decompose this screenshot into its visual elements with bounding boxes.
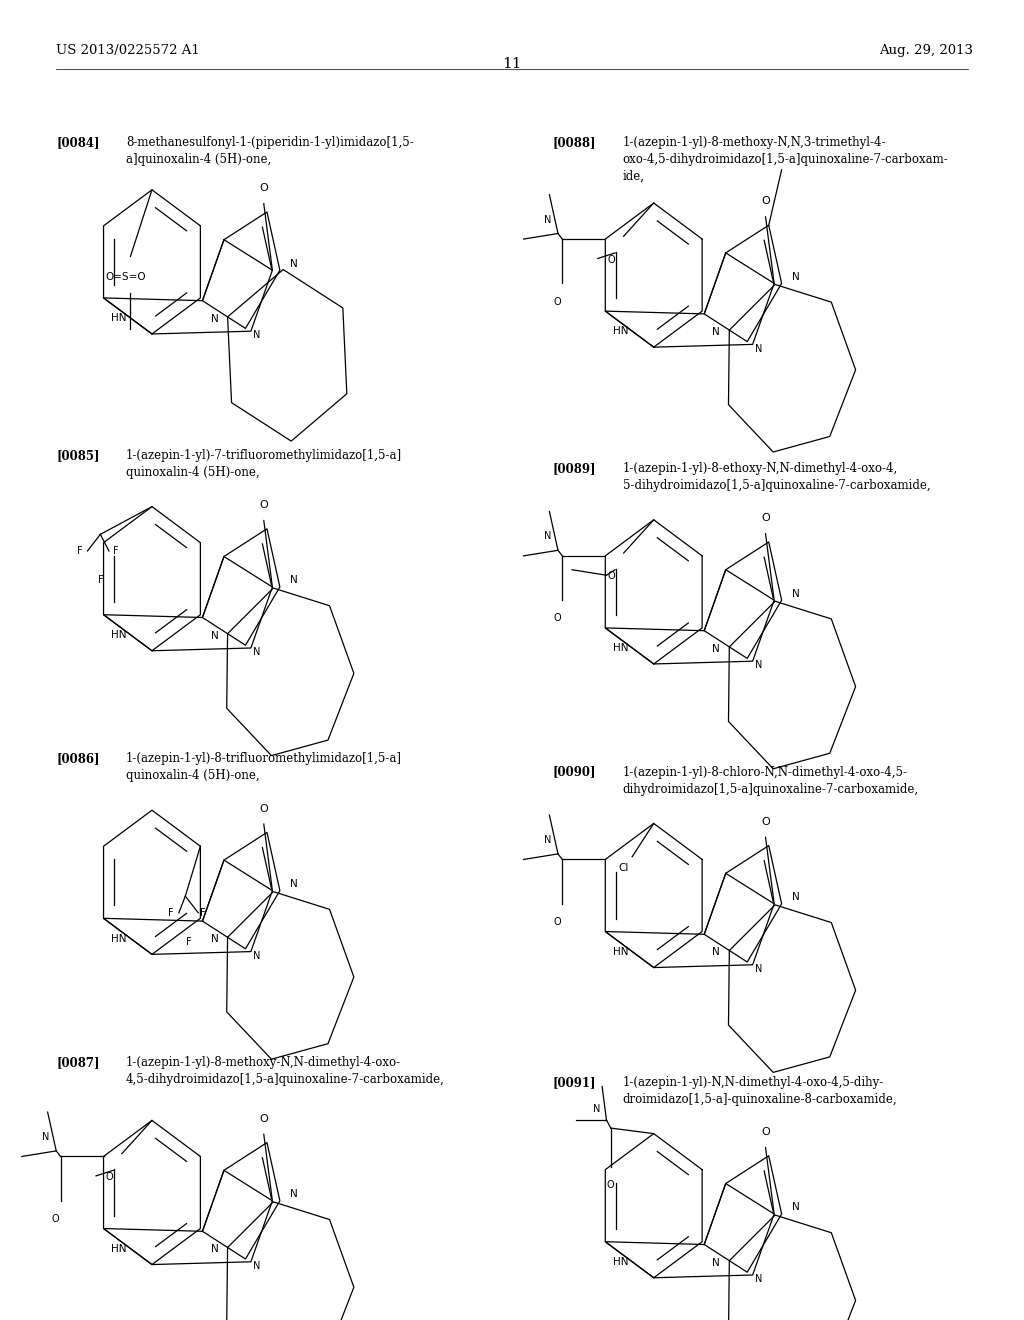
Text: F: F [114, 546, 119, 556]
Text: 1-(azepin-1-yl)-8-methoxy-N,N-dimethyl-4-oxo-
4,5-dihydroimidazo[1,5-a]quinoxali: 1-(azepin-1-yl)-8-methoxy-N,N-dimethyl-4… [126, 1056, 444, 1086]
Text: 11: 11 [502, 57, 522, 71]
Text: [0088]: [0088] [553, 136, 596, 149]
Text: O: O [761, 513, 770, 523]
Text: N: N [211, 935, 218, 944]
Text: O: O [105, 1172, 114, 1181]
Text: [0090]: [0090] [553, 766, 596, 779]
Text: HN: HN [612, 326, 628, 337]
Text: [0085]: [0085] [56, 449, 99, 462]
Text: HN: HN [612, 946, 628, 957]
Text: N: N [211, 314, 218, 323]
Text: 1-(azepin-1-yl)-8-methoxy-N,N,3-trimethyl-4-
oxo-4,5-dihydroimidazo[1,5-a]quinox: 1-(azepin-1-yl)-8-methoxy-N,N,3-trimethy… [623, 136, 948, 183]
Text: N: N [290, 879, 298, 888]
Text: HN: HN [111, 313, 126, 323]
Text: [0086]: [0086] [56, 752, 99, 766]
Text: F: F [97, 574, 103, 585]
Text: 1-(azepin-1-yl)-8-ethoxy-N,N-dimethyl-4-oxo-4,
5-dihydroimidazo[1,5-a]quinoxalin: 1-(azepin-1-yl)-8-ethoxy-N,N-dimethyl-4-… [623, 462, 930, 492]
Text: N: N [713, 948, 720, 957]
Text: F: F [201, 908, 206, 917]
Text: 1-(azepin-1-yl)-8-trifluoromethylimidazo[1,5-a]
quinoxalin-4 (5H)-one,: 1-(azepin-1-yl)-8-trifluoromethylimidazo… [126, 752, 402, 783]
Text: N: N [290, 1189, 298, 1199]
Text: N: N [792, 589, 800, 598]
Text: N: N [253, 330, 260, 341]
Text: N: N [211, 1245, 218, 1254]
Text: N: N [290, 576, 298, 585]
Text: [0089]: [0089] [553, 462, 596, 475]
Text: [0087]: [0087] [56, 1056, 99, 1069]
Text: US 2013/0225572 A1: US 2013/0225572 A1 [56, 44, 200, 57]
Text: O: O [553, 614, 561, 623]
Text: N: N [544, 532, 552, 541]
Text: N: N [792, 892, 800, 902]
Text: N: N [755, 660, 762, 671]
Text: HN: HN [612, 1257, 628, 1267]
Text: N: N [211, 631, 218, 640]
Text: N: N [713, 1258, 720, 1267]
Text: HN: HN [612, 643, 628, 653]
Text: O: O [553, 297, 561, 306]
Text: N: N [290, 259, 298, 268]
Text: N: N [792, 272, 800, 281]
Text: N: N [755, 964, 762, 974]
Text: N: N [253, 1261, 260, 1271]
Text: Aug. 29, 2013: Aug. 29, 2013 [879, 44, 973, 57]
Text: N: N [792, 1203, 800, 1212]
Text: HN: HN [111, 933, 126, 944]
Text: N: N [253, 647, 260, 657]
Text: O: O [259, 804, 268, 813]
Text: O: O [51, 1214, 59, 1224]
Text: O: O [761, 1127, 770, 1137]
Text: Cl: Cl [618, 863, 629, 873]
Text: N: N [544, 215, 552, 224]
Text: N: N [713, 327, 720, 337]
Text: O: O [761, 817, 770, 826]
Text: 8-methanesulfonyl-1-(piperidin-1-yl)imidazo[1,5-
a]quinoxalin-4 (5H)-one,: 8-methanesulfonyl-1-(piperidin-1-yl)imid… [126, 136, 414, 166]
Text: 1-(azepin-1-yl)-7-trifluoromethylimidazo[1,5-a]
quinoxalin-4 (5H)-one,: 1-(azepin-1-yl)-7-trifluoromethylimidazo… [126, 449, 402, 479]
Text: [0091]: [0091] [553, 1076, 596, 1089]
Text: [0084]: [0084] [56, 136, 99, 149]
Text: N: N [713, 644, 720, 653]
Text: N: N [755, 1274, 762, 1284]
Text: O: O [259, 500, 268, 510]
Text: O: O [259, 183, 268, 193]
Text: O: O [553, 917, 561, 927]
Text: O: O [607, 572, 615, 581]
Text: F: F [185, 937, 191, 946]
Text: 1-(azepin-1-yl)-N,N-dimethyl-4-oxo-4,5-dihy-
droimidazo[1,5-a]-quinoxaline-8-car: 1-(azepin-1-yl)-N,N-dimethyl-4-oxo-4,5-d… [623, 1076, 897, 1106]
Text: O: O [761, 197, 770, 206]
Text: N: N [755, 343, 762, 354]
Text: O: O [607, 1180, 614, 1191]
Text: F: F [77, 546, 82, 556]
Text: HN: HN [111, 1243, 126, 1254]
Text: O: O [607, 255, 615, 264]
Text: O: O [259, 1114, 268, 1123]
Text: N: N [253, 950, 260, 961]
Text: O=S=O: O=S=O [105, 272, 145, 282]
Text: HN: HN [111, 630, 126, 640]
Text: N: N [42, 1133, 50, 1142]
Text: N: N [544, 836, 552, 845]
Text: F: F [168, 908, 174, 917]
Text: N: N [593, 1104, 600, 1114]
Text: 1-(azepin-1-yl)-8-chloro-N,N-dimethyl-4-oxo-4,5-
dihydroimidazo[1,5-a]quinoxalin: 1-(azepin-1-yl)-8-chloro-N,N-dimethyl-4-… [623, 766, 919, 796]
